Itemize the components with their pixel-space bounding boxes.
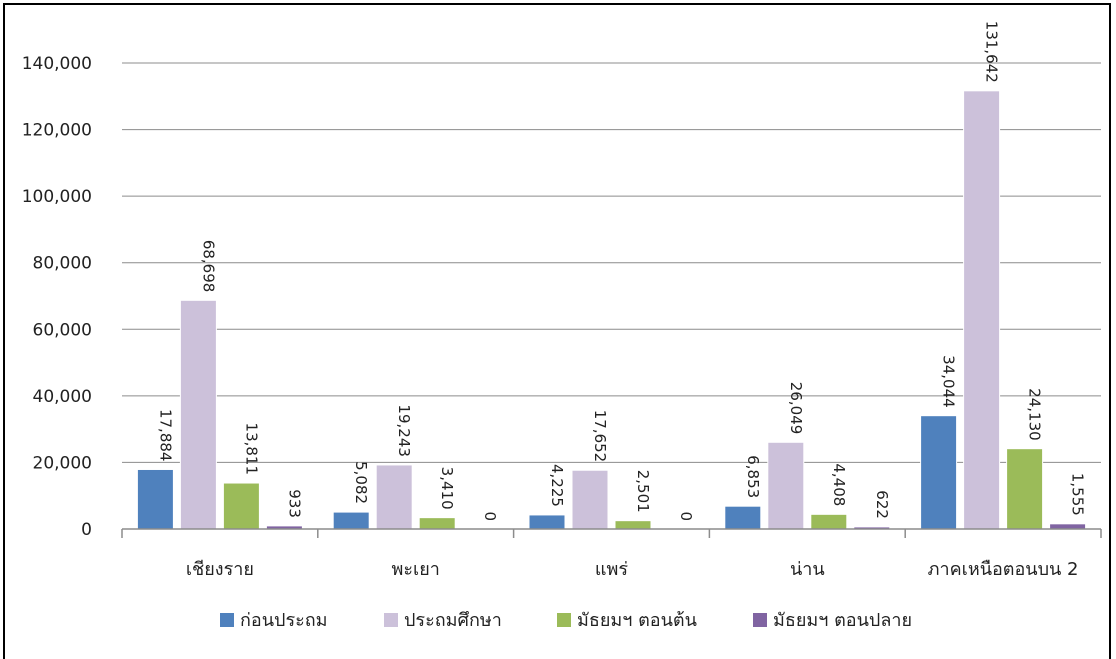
data-label: 933 <box>285 489 303 518</box>
y-tick-label: 0 <box>81 520 92 540</box>
bar <box>222 482 260 530</box>
bar <box>179 299 217 530</box>
y-tick-label: 20,000 <box>33 453 92 473</box>
data-label: 4,225 <box>548 464 566 507</box>
category-label: ภาคเหนือตอนบน 2 <box>928 559 1079 580</box>
bar <box>375 464 413 530</box>
data-label: 4,408 <box>830 463 848 506</box>
data-label: 0 <box>677 511 695 521</box>
y-tick-label: 100,000 <box>22 187 92 207</box>
bar <box>767 441 805 530</box>
data-label: 3,410 <box>438 467 456 510</box>
x-axis: เชียงราย พะเยา แพร่ น่าน ภาคเหนือตอนบน 2 <box>121 528 1102 580</box>
y-tick-label: 80,000 <box>33 254 92 274</box>
bar <box>963 90 1001 530</box>
data-label: 17,884 <box>156 409 174 462</box>
bar <box>136 468 174 530</box>
y-axis: 0 20,000 40,000 60,000 80,000 100,000 120,000 1… <box>22 54 92 540</box>
bar <box>571 469 609 530</box>
data-label: 68,698 <box>199 240 217 293</box>
y-tick-label: 120,000 <box>22 121 92 141</box>
data-label: 0 <box>481 511 499 521</box>
data-label: 131,642 <box>983 21 1001 83</box>
bar <box>1006 448 1044 530</box>
legend-swatch <box>753 613 767 627</box>
legend-label: ก่อนประถม <box>240 610 328 631</box>
y-tick-label: 60,000 <box>33 320 92 340</box>
legend-label: มัธยมฯ ตอนต้น <box>577 610 697 631</box>
data-label: 5,082 <box>352 461 370 504</box>
data-label: 6,853 <box>744 455 762 498</box>
bar <box>332 511 370 530</box>
data-label: 1,555 <box>1069 473 1087 516</box>
category-label: เชียงราย <box>186 559 254 580</box>
legend-label: มัธยมฯ ตอนปลาย <box>773 610 912 631</box>
legend-label: ประถมศึกษา <box>404 610 502 631</box>
data-label: 13,811 <box>242 423 260 476</box>
y-tick-label: 140,000 <box>22 54 92 74</box>
data-label: 17,652 <box>591 410 609 463</box>
bar <box>528 514 566 530</box>
category-label: พะเยา <box>392 559 440 580</box>
category-label: น่าน <box>790 559 825 580</box>
data-label: 34,044 <box>940 355 958 408</box>
data-label: 2,501 <box>634 470 652 513</box>
legend: ก่อนประถม ประถมศึกษา มัธยมฯ ตอนต้น มัธยมฯ ต… <box>220 610 912 631</box>
legend-swatch <box>220 613 234 627</box>
category-label: แพร่ <box>595 559 628 580</box>
data-label: 24,130 <box>1026 388 1044 441</box>
y-tick-label: 40,000 <box>33 387 92 407</box>
chart-frame <box>3 3 1111 659</box>
bar <box>614 520 652 530</box>
legend-swatch <box>384 613 398 627</box>
data-label: 19,243 <box>395 404 413 457</box>
bar <box>418 517 456 530</box>
gridlines <box>122 62 1101 463</box>
bar <box>724 505 762 530</box>
data-label: 26,049 <box>787 382 805 435</box>
bar <box>1049 523 1087 530</box>
bar <box>810 513 848 530</box>
bar <box>920 415 958 530</box>
bars: 17,884 68,698 13,811 933 5,082 19,243 3,410 0 4,… <box>136 21 1087 530</box>
data-label: 622 <box>873 490 891 519</box>
legend-swatch <box>557 613 571 627</box>
